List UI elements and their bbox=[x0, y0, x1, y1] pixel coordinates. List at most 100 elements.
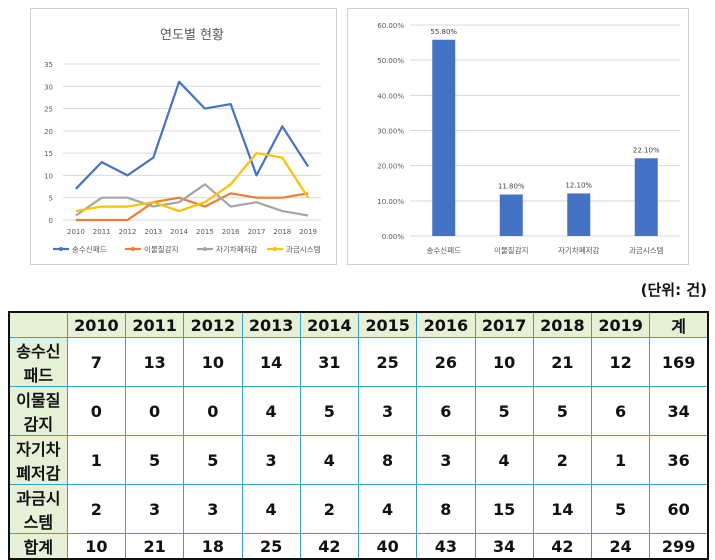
bar bbox=[432, 39, 456, 236]
table-cell: 5 bbox=[183, 435, 243, 485]
table-cell: 10 bbox=[474, 337, 534, 387]
table-cell: 4 bbox=[299, 435, 360, 485]
bar bbox=[634, 158, 658, 236]
y-tick-label: 0 bbox=[49, 217, 53, 225]
table-cell: 42 bbox=[299, 533, 360, 560]
y-tick-label: 20 bbox=[44, 128, 53, 136]
y-tick-label: 10.00% bbox=[377, 198, 404, 206]
table-cell: 5 bbox=[124, 435, 185, 485]
series-line bbox=[75, 183, 309, 217]
table-cell: 12 bbox=[590, 337, 651, 387]
table-cell: 26 bbox=[416, 337, 476, 387]
bar bbox=[567, 193, 591, 236]
table-row: 자기차폐저감 1 5 5 3 4 8 3 4 2 1 36 bbox=[8, 435, 709, 485]
table-cell: 7 bbox=[66, 337, 127, 387]
table-header-cell: 2011 bbox=[124, 311, 185, 338]
table-row-label: 과금시스템 bbox=[8, 484, 68, 534]
x-tick-label: 2018 bbox=[273, 228, 291, 236]
x-tick-label: 2016 bbox=[222, 228, 240, 236]
y-tick-label: 5 bbox=[49, 195, 53, 203]
table-cell: 4 bbox=[241, 386, 301, 436]
legend-label: 과금시스템 bbox=[286, 244, 321, 254]
x-tick-label: 과금시스템 bbox=[629, 245, 664, 255]
y-tick-label: 30.00% bbox=[377, 128, 404, 136]
table-cell: 0 bbox=[183, 386, 243, 436]
x-tick-label: 2019 bbox=[299, 228, 317, 236]
table-header-cell: 2012 bbox=[183, 311, 243, 338]
x-tick-label: 2015 bbox=[196, 228, 214, 236]
chart-title: 연도별 현황 bbox=[160, 28, 224, 43]
table-cell: 10 bbox=[183, 337, 243, 387]
table-cell: 25 bbox=[357, 337, 418, 387]
y-tick-label: 30 bbox=[44, 83, 53, 91]
legend-marker bbox=[131, 247, 135, 251]
table-cell: 5 bbox=[532, 386, 593, 436]
table-row: 과금시스템 2 3 3 4 2 4 8 15 14 5 60 bbox=[8, 484, 709, 534]
table-cell: 4 bbox=[474, 435, 534, 485]
bar-chart-panel: 0.00% 10.00% 20.00% 30.00% 40.00% 50.00% 60.00… bbox=[347, 8, 689, 265]
table-cell: 0 bbox=[66, 386, 127, 436]
data-table: 2010 2011 2012 2013 2014 2015 2016 2017 … bbox=[8, 311, 709, 560]
y-tick-label: 0.00% bbox=[382, 233, 405, 241]
table-row-label: 자기차폐저감 bbox=[8, 435, 68, 485]
table-cell: 15 bbox=[474, 484, 534, 534]
table-cell: 34 bbox=[649, 386, 709, 436]
table-total-row: 합계 10 21 18 25 42 40 43 34 42 24 299 bbox=[8, 533, 709, 560]
table-cell: 43 bbox=[416, 533, 476, 560]
x-tick-label: 이물질감지 bbox=[494, 245, 529, 255]
table-cell: 4 bbox=[357, 484, 418, 534]
table-header-cell: 2010 bbox=[66, 311, 127, 338]
table-cell: 10 bbox=[66, 533, 127, 560]
table-header-cell: 2013 bbox=[241, 311, 301, 338]
series-line bbox=[75, 152, 310, 213]
table-corner-cell bbox=[8, 311, 68, 338]
table-row-label: 이물질감지 bbox=[8, 386, 68, 436]
table-row: 송수신패드 7 13 10 14 31 25 26 10 21 12 169 bbox=[8, 337, 709, 387]
y-tick-label: 60.00% bbox=[377, 22, 404, 30]
table-header-cell: 2014 bbox=[299, 311, 360, 338]
table-cell: 2 bbox=[532, 435, 593, 485]
table-cell: 4 bbox=[241, 484, 301, 534]
table-cell: 31 bbox=[299, 337, 360, 387]
table-cell: 3 bbox=[124, 484, 185, 534]
table-cell: 8 bbox=[357, 435, 418, 485]
y-tick-label: 20.00% bbox=[377, 163, 404, 171]
x-tick-label: 2017 bbox=[248, 228, 266, 236]
x-tick-label: 자기차폐저감 bbox=[558, 245, 599, 255]
table-cell: 2 bbox=[299, 484, 360, 534]
table-row-label: 합계 bbox=[8, 533, 68, 560]
table-cell: 6 bbox=[416, 386, 476, 436]
legend-marker bbox=[273, 247, 277, 251]
legend-marker bbox=[59, 247, 63, 251]
table-cell: 21 bbox=[532, 337, 593, 387]
bar-value-label: 12.10% bbox=[565, 181, 592, 189]
table-cell: 24 bbox=[590, 533, 651, 560]
x-tick-label: 2012 bbox=[119, 228, 137, 236]
bar-value-label: 22.10% bbox=[633, 146, 660, 154]
table-cell: 5 bbox=[590, 484, 651, 534]
x-tick-label: 송수신패드 bbox=[427, 245, 462, 255]
table-cell: 3 bbox=[241, 435, 301, 485]
table-header-cell: 2019 bbox=[590, 311, 651, 338]
table-header-cell: 2015 bbox=[357, 311, 418, 338]
legend-marker bbox=[203, 247, 207, 251]
y-tick-label: 15 bbox=[44, 150, 53, 158]
table-cell: 0 bbox=[124, 386, 185, 436]
line-chart-panel: 연도별 현황 0 5 10 15 20 25 30 35 2010 2011 2012 2013 2014… bbox=[30, 8, 337, 265]
table-cell: 169 bbox=[649, 337, 709, 387]
table-cell: 1 bbox=[66, 435, 127, 485]
table-cell: 8 bbox=[416, 484, 476, 534]
table-cell: 40 bbox=[357, 533, 418, 560]
bar bbox=[499, 194, 523, 236]
y-tick-label: 40.00% bbox=[377, 92, 404, 100]
series-line bbox=[75, 192, 309, 222]
y-tick-label: 50.00% bbox=[377, 57, 404, 65]
unit-label: (단위: 건) bbox=[640, 281, 707, 299]
table-header-row: 2010 2011 2012 2013 2014 2015 2016 2017 … bbox=[8, 311, 709, 338]
table-cell: 18 bbox=[183, 533, 243, 560]
y-tick-label: 35 bbox=[44, 61, 53, 69]
y-tick-label: 25 bbox=[44, 106, 53, 114]
table-header-cell: 2016 bbox=[416, 311, 476, 338]
series-line bbox=[75, 80, 310, 190]
table-header-cell: 2017 bbox=[474, 311, 534, 338]
